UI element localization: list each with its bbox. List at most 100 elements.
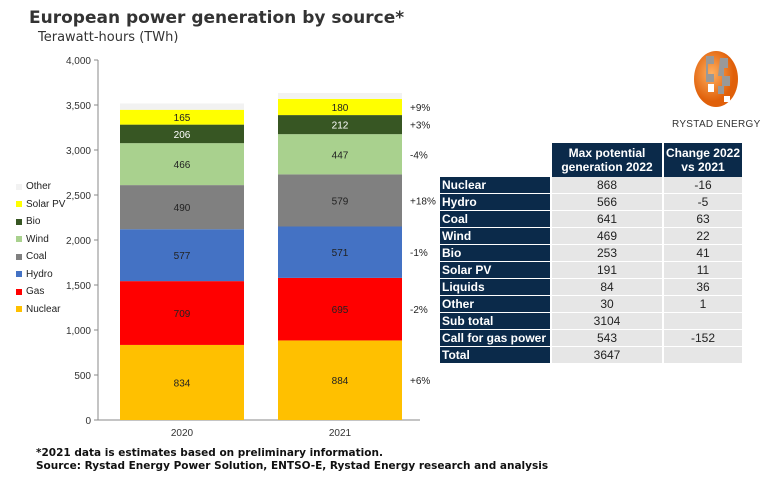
data-label: 212 xyxy=(332,121,349,132)
legend-label: Wind xyxy=(26,233,49,245)
legend-item: Bio xyxy=(16,213,65,231)
bar-2020-gas xyxy=(120,281,244,345)
x-tick-label: 2021 xyxy=(329,428,352,439)
row-label: Total xyxy=(440,346,552,364)
table-row: Liquids 84 36 xyxy=(440,278,744,296)
footnote-estimates: *2021 data is estimates based on prelimi… xyxy=(36,447,383,459)
row-label: Solar PV xyxy=(440,261,552,279)
y-tick-label: 1,500 xyxy=(66,281,91,292)
row-label: Call for gas power xyxy=(440,329,552,347)
max-potential-cell: 253 xyxy=(551,244,664,262)
y-tick-label: 3,500 xyxy=(66,101,91,112)
row-label: Coal xyxy=(440,210,552,228)
footnotes: *2021 data is estimates based on prelimi… xyxy=(36,447,548,473)
logo-text: RYSTAD ENERGY xyxy=(672,119,761,130)
bar-2020-bio xyxy=(120,124,244,144)
change-cell: 36 xyxy=(663,278,744,296)
table-row: Bio 253 41 xyxy=(440,244,744,262)
data-label: 447 xyxy=(332,150,349,161)
table-row: Nuclear 868 -16 xyxy=(440,177,744,194)
change-label: -2% xyxy=(410,305,428,316)
table-row: Solar PV 191 11 xyxy=(440,261,744,279)
max-potential-cell: 3104 xyxy=(551,312,664,330)
legend-swatch xyxy=(16,183,22,190)
bar-2021-hydro xyxy=(278,226,402,278)
data-label: 165 xyxy=(174,113,191,124)
legend-item: Coal xyxy=(16,248,65,266)
table-row: Sub total 3104 xyxy=(440,312,744,330)
row-label: Liquids xyxy=(440,278,552,296)
change-cell: 1 xyxy=(663,295,744,313)
data-label: 695 xyxy=(332,305,349,316)
header-change: Change 2022 vs 2021 xyxy=(663,143,744,177)
row-label: Bio xyxy=(440,244,552,262)
header-blank xyxy=(440,143,552,177)
y-tick-label: 4,000 xyxy=(66,56,91,67)
change-cell: 11 xyxy=(663,261,744,279)
legend-item: Hydro xyxy=(16,266,65,284)
change-label: -1% xyxy=(410,248,428,259)
data-label: 490 xyxy=(174,203,191,214)
change-label: +9% xyxy=(410,103,430,114)
max-potential-cell: 469 xyxy=(551,227,664,245)
legend-item: Gas xyxy=(16,283,65,301)
bar-2021-solar-pv xyxy=(278,98,402,116)
bar-2020-wind xyxy=(120,143,244,186)
table-row: Wind 469 22 xyxy=(440,227,744,245)
legend-swatch xyxy=(16,218,22,225)
legend-label: Bio xyxy=(26,216,41,228)
data-label: 579 xyxy=(332,196,349,207)
legend-swatch xyxy=(16,271,22,278)
change-cell: 41 xyxy=(663,244,744,262)
rystad-logo: RYSTAD ENERGY xyxy=(672,48,761,130)
stacked-bar-chart: 0 500 1,000 1,500 2,000 2,500 3,000 3,500 4,000 8… xyxy=(66,56,436,439)
data-label: 577 xyxy=(174,251,191,262)
change-cell: -152 xyxy=(663,329,744,347)
bar-2021-other xyxy=(278,93,402,99)
header-max-potential: Max potential generation 2022 xyxy=(551,143,664,177)
legend-swatch xyxy=(16,306,22,313)
max-potential-cell: 566 xyxy=(551,193,664,211)
y-tick-label: 2,000 xyxy=(66,236,91,247)
data-label: 709 xyxy=(174,309,191,320)
legend-swatch xyxy=(16,288,22,295)
legend-label: Other xyxy=(26,181,52,193)
legend-item: Other xyxy=(16,178,65,196)
data-label: 466 xyxy=(174,160,191,171)
row-label: Sub total xyxy=(440,312,552,330)
footnote-source: Source: Rystad Energy Power Solution, EN… xyxy=(36,460,549,472)
legend-label: Gas xyxy=(26,286,45,298)
row-label: Hydro xyxy=(440,193,552,211)
bar-2021-wind xyxy=(278,134,402,175)
legend-item: Wind xyxy=(16,231,65,249)
bar-2020-solar-pv xyxy=(120,109,244,125)
change-label: -4% xyxy=(410,150,428,161)
data-label: 206 xyxy=(174,130,191,141)
row-label: Other xyxy=(440,295,552,313)
table-row: Hydro 566 -5 xyxy=(440,193,744,211)
legend-label: Hydro xyxy=(26,268,53,280)
row-label: Nuclear xyxy=(440,177,552,194)
table-row: Total 3647 xyxy=(440,346,744,364)
y-tick-label: 3,000 xyxy=(66,146,91,157)
bar-2021-bio xyxy=(278,115,402,135)
bar-2020-other xyxy=(120,103,244,110)
chart-subtitle: Terawatt-hours (TWh) xyxy=(38,30,179,45)
legend-label: Coal xyxy=(26,251,47,263)
change-cell: -16 xyxy=(663,177,744,194)
bar-2020-nuclear xyxy=(120,344,244,420)
max-potential-cell: 868 xyxy=(551,177,664,194)
change-label: +18% xyxy=(410,196,436,207)
bar-2021-coal xyxy=(278,174,402,227)
table-row: Call for gas power 543 -152 xyxy=(440,329,744,347)
bar-2021-nuclear xyxy=(278,340,402,420)
legend-swatch xyxy=(16,236,22,243)
max-potential-cell: 543 xyxy=(551,329,664,347)
potential-generation-table: Max potential generation 2022 Change 202… xyxy=(440,143,744,364)
x-tick-label: 2020 xyxy=(171,428,194,439)
max-potential-cell: 3647 xyxy=(551,346,664,364)
change-label: +6% xyxy=(410,376,430,387)
max-potential-cell: 84 xyxy=(551,278,664,296)
row-label: Wind xyxy=(440,227,552,245)
data-label: 834 xyxy=(174,378,191,389)
